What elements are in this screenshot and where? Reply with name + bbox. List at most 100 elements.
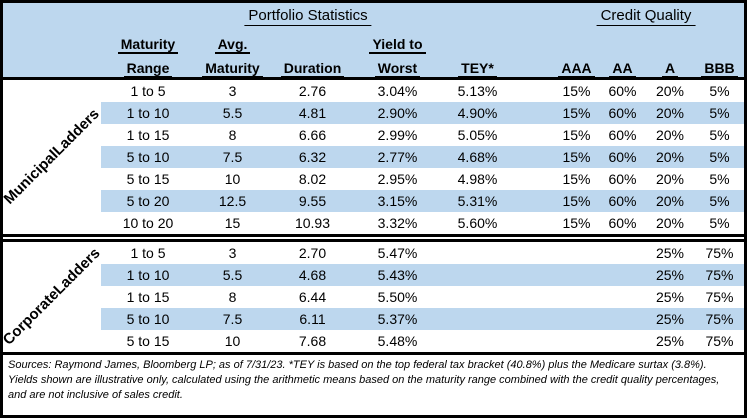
- cell-aa: 60%: [608, 149, 637, 165]
- cell-range: 1 to 5: [130, 83, 166, 99]
- cell-tey: 4.90%: [457, 105, 498, 121]
- column-header-label: AAA: [558, 60, 595, 78]
- cell-bbb: 5%: [709, 105, 730, 121]
- cell-a: 25%: [655, 245, 685, 261]
- cell-avg-maturity: 15: [224, 215, 241, 231]
- cell-bbb: 5%: [709, 215, 730, 231]
- column-header-aa: AA: [609, 60, 636, 78]
- table-row: 1 to 5 3 2.70 5.47% 25% 75%: [101, 242, 744, 264]
- cell-bbb: 5%: [709, 83, 730, 99]
- column-header-range: Maturity: [117, 36, 179, 54]
- cell-yield-to-worst: 3.04%: [377, 83, 418, 99]
- table-row: 1 to 15 8 6.44 5.50% 25% 75%: [101, 286, 744, 308]
- cell-yield-to-worst: 5.43%: [377, 267, 418, 283]
- cell-yield-to-worst: 3.15%: [377, 193, 418, 209]
- table-row: 5 to 20 12.5 9.55 3.15% 5.31% 15% 60% 20% 5%: [101, 190, 744, 212]
- cell-a: 25%: [655, 333, 685, 349]
- municipal-rows: 1 to 5 3 2.76 3.04% 5.13% 15% 60% 20% 5% 1 to 10 5…: [101, 80, 744, 234]
- table-row: 1 to 10 5.5 4.68 5.43% 25% 75%: [101, 264, 744, 286]
- table-row: 10 to 20 15 10.93 3.32% 5.60% 15% 60% 20% 5%: [101, 212, 744, 234]
- cell-bbb: 75%: [705, 311, 734, 327]
- cell-avg-maturity: 10: [224, 333, 241, 349]
- table-row: 5 to 10 7.5 6.32 2.77% 4.68% 15% 60% 20% 5%: [101, 146, 744, 168]
- cell-duration: 7.68: [298, 333, 327, 349]
- table-header: Portfolio Statistics Credit Quality Matu…: [3, 3, 744, 80]
- cell-yield-to-worst: 2.95%: [377, 171, 418, 187]
- cell-a: 25%: [655, 289, 685, 305]
- cell-a: 20%: [655, 83, 685, 99]
- cell-duration: 2.76: [298, 83, 327, 99]
- table-row: 1 to 10 5.5 4.81 2.90% 4.90% 15% 60% 20% 5%: [101, 102, 744, 124]
- table-row: 5 to 15 10 7.68 5.48% 25% 75%: [101, 330, 744, 352]
- table-row: 1 to 5 3 2.76 3.04% 5.13% 15% 60% 20% 5%: [101, 80, 744, 102]
- column-header-label: Range: [123, 60, 173, 78]
- title-row: Portfolio Statistics Credit Quality: [3, 3, 744, 29]
- cell-aaa: 15%: [562, 105, 591, 121]
- column-header-aaa: AAA: [558, 60, 595, 78]
- cell-aa: 60%: [608, 105, 637, 121]
- column-headers-line1: Maturity Avg. Yield to: [101, 29, 744, 54]
- column-header-yield-to-worst: Worst: [374, 60, 421, 78]
- cell-duration: 10.93: [294, 215, 331, 231]
- table-row: 5 to 10 7.5 6.11 5.37% 25% 75%: [101, 308, 744, 330]
- cell-bbb: 75%: [705, 267, 734, 283]
- column-header-avg-maturity: Avg.: [214, 36, 251, 54]
- cell-range: 5 to 15: [126, 333, 170, 349]
- cell-duration: 2.70: [298, 245, 327, 261]
- cell-range: 1 to 5: [130, 245, 166, 261]
- cell-aaa: 15%: [562, 83, 591, 99]
- cell-duration: 4.68: [298, 267, 327, 283]
- column-header-label: Maturity: [202, 60, 263, 78]
- column-header-label: Yield to: [369, 36, 426, 54]
- cell-bbb: 75%: [705, 245, 734, 261]
- cell-bbb: 5%: [709, 171, 730, 187]
- cell-avg-maturity: 7.5: [222, 311, 243, 327]
- cell-tey: 5.13%: [457, 83, 498, 99]
- cell-aa: 60%: [608, 193, 637, 209]
- cell-duration: 6.44: [298, 289, 327, 305]
- section-divider: [3, 234, 744, 242]
- column-header-label: A: [661, 60, 679, 78]
- cell-avg-maturity: 8: [228, 127, 237, 143]
- cell-a: 20%: [655, 127, 685, 143]
- section-label-line2: Ladders: [49, 105, 104, 160]
- cell-tey: 5.31%: [457, 193, 498, 209]
- cell-range: 10 to 20: [122, 215, 174, 231]
- cell-duration: 9.55: [298, 193, 327, 209]
- corporate-ladders-label-cell: Corporate Ladders: [0, 242, 104, 352]
- cell-aa: 60%: [608, 215, 637, 231]
- cell-a: 20%: [655, 193, 685, 209]
- cell-tey: 5.05%: [457, 127, 498, 143]
- cell-bbb: 75%: [705, 333, 734, 349]
- cell-avg-maturity: 8: [228, 289, 237, 305]
- column-header-label: Maturity: [117, 36, 179, 54]
- cell-avg-maturity: 7.5: [222, 149, 243, 165]
- cell-duration: 6.66: [298, 127, 327, 143]
- portfolio-statistics-title: Portfolio Statistics: [244, 7, 372, 26]
- section-label-line1: Corporate: [0, 286, 63, 349]
- cell-yield-to-worst: 5.48%: [377, 333, 418, 349]
- cell-yield-to-worst: 5.47%: [377, 245, 418, 261]
- column-header-duration: Duration: [280, 60, 345, 78]
- column-header-label: AA: [609, 60, 636, 78]
- column-header-label: Avg.: [214, 36, 251, 54]
- cell-avg-maturity: 5.5: [222, 267, 243, 283]
- column-headers-line2: Range Maturity Duration Worst TEY* AAA AA A BBB: [101, 53, 744, 78]
- cell-range: 5 to 10: [126, 311, 170, 327]
- column-header-label: TEY*: [458, 60, 497, 78]
- cell-duration: 8.02: [298, 171, 327, 187]
- cell-aaa: 15%: [562, 127, 591, 143]
- cell-duration: 6.11: [299, 311, 326, 327]
- cell-a: 25%: [655, 311, 685, 327]
- cell-yield-to-worst: 5.50%: [377, 289, 418, 305]
- cell-range: 1 to 15: [126, 289, 170, 305]
- section-municipal-ladders: Municipal Ladders 1 to 5 3 2.76 3.04% 5.13% 1…: [3, 80, 744, 234]
- cell-a: 20%: [655, 171, 685, 187]
- cell-aaa: 15%: [562, 171, 591, 187]
- cell-range: 1 to 10: [126, 267, 170, 283]
- cell-aa: 60%: [608, 127, 637, 143]
- cell-a: 20%: [655, 105, 685, 121]
- column-header-a: A: [661, 60, 679, 78]
- credit-quality-title: Credit Quality: [596, 7, 696, 26]
- cell-bbb: 5%: [709, 127, 730, 143]
